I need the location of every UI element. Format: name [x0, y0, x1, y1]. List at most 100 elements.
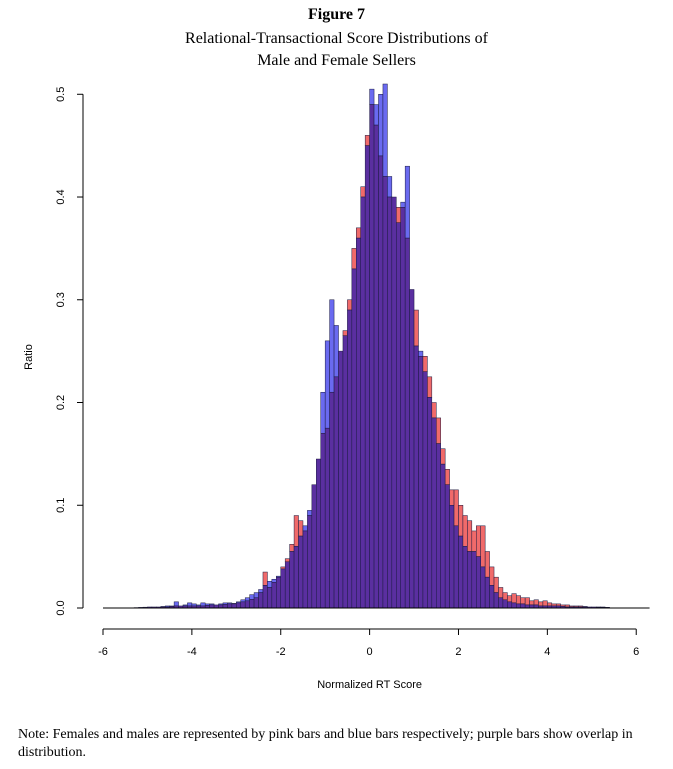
overlap-bar — [364, 145, 370, 609]
female-bar — [489, 566, 495, 586]
overlap-bar — [284, 561, 290, 609]
male-bar — [187, 602, 193, 607]
overlap-bar — [320, 433, 326, 609]
overlap-bar — [511, 602, 517, 609]
overlap-bar — [307, 515, 313, 609]
overlap-bar — [502, 599, 508, 609]
x-tick-label: -6 — [98, 646, 108, 658]
y-axis-label: Ratio — [23, 344, 35, 370]
overlap-bar — [258, 592, 264, 609]
chart-title-line-1: Relational-Transactional Score Distribut… — [185, 30, 488, 47]
male-bar — [373, 104, 379, 126]
overlap-bar — [373, 124, 379, 609]
female-bar — [564, 604, 570, 608]
female-bar — [280, 566, 286, 570]
overlap-bar — [449, 505, 455, 609]
male-bar — [267, 581, 273, 588]
overlap-bar — [462, 546, 468, 609]
female-bar — [458, 505, 464, 537]
chart-title-line-2: Male and Female Sellers — [257, 52, 416, 69]
female-bar — [542, 600, 548, 607]
female-bar — [436, 417, 441, 444]
x-axis-label: Normalized RT Score — [317, 679, 422, 691]
overlap-bar — [480, 566, 486, 609]
overlap-bar — [453, 525, 459, 609]
overlap-bar — [249, 599, 255, 609]
overlap-bar — [276, 576, 281, 609]
overlap-bar — [387, 196, 393, 609]
overlap-bar — [333, 376, 339, 609]
female-bar — [293, 515, 299, 547]
overlap-bar — [493, 592, 499, 609]
female-bar — [467, 520, 473, 552]
y-tick-label: 0.3 — [55, 292, 67, 307]
male-bar — [324, 340, 330, 429]
female-bar — [262, 571, 268, 586]
female-bar — [551, 603, 557, 607]
overlap-bar — [431, 417, 437, 609]
overlap-bar — [231, 603, 237, 609]
overlap-bar — [413, 345, 419, 609]
overlap-bar — [356, 237, 361, 609]
female-bar — [413, 309, 419, 347]
male-bar — [378, 94, 384, 157]
male-bar — [307, 510, 313, 516]
overlap-bar — [444, 484, 450, 609]
y-tick-label: 0.5 — [55, 87, 67, 102]
overlap-bar — [489, 585, 495, 609]
overlap-bar — [329, 391, 335, 609]
overlap-bar — [347, 309, 353, 609]
female-bar — [507, 595, 513, 603]
female-bar — [284, 558, 290, 563]
female-bar — [444, 469, 450, 485]
overlap-bar — [271, 582, 277, 609]
y-tick-label: 0.1 — [55, 498, 67, 513]
female-bar — [547, 602, 553, 607]
overlap-bar — [396, 222, 401, 609]
overlap-bar — [298, 535, 304, 609]
y-tick-label: 0.4 — [55, 189, 67, 204]
male-bar — [244, 597, 250, 602]
overlap-bar — [391, 196, 397, 609]
female-bar — [524, 597, 530, 606]
overlap-bar — [440, 463, 446, 609]
x-axis: -6 -4 -2 0 2 4 6 — [98, 628, 639, 658]
female-bar — [440, 448, 446, 465]
overlap-bar — [302, 530, 308, 609]
y-tick-label: 0.0 — [55, 600, 67, 615]
female-bar — [511, 593, 517, 604]
overlap-bar — [369, 104, 375, 609]
overlap-bar — [471, 551, 477, 609]
overlap-bar — [342, 335, 348, 609]
male-bar — [249, 594, 255, 600]
female-bar — [396, 207, 401, 223]
male-bar — [387, 176, 393, 198]
female-bar — [462, 515, 468, 547]
male-bar — [240, 599, 246, 603]
overlap-bar — [316, 458, 321, 609]
overlap-bar — [404, 237, 410, 609]
female-bar — [480, 525, 486, 568]
overlap-bar — [458, 535, 464, 609]
male-bar — [191, 603, 197, 607]
female-bar — [516, 595, 521, 605]
overlap-bar — [227, 603, 233, 609]
female-bar — [449, 489, 455, 506]
male-bar — [369, 88, 375, 105]
female-bar — [356, 227, 361, 239]
x-tick-label: -2 — [276, 646, 286, 658]
overlap-bar — [484, 576, 490, 609]
overlap-bar — [467, 551, 473, 609]
female-bar — [498, 587, 504, 598]
overlap-bar — [244, 600, 250, 609]
female-bar — [360, 186, 366, 198]
female-bar — [364, 135, 370, 146]
female-bar — [298, 520, 304, 537]
figure-label: Figure 7 — [307, 6, 366, 23]
female-bar — [484, 551, 490, 578]
overlap-bar — [280, 568, 286, 609]
female-bar — [431, 402, 437, 419]
female-bar — [471, 530, 477, 552]
male-bar — [418, 350, 424, 357]
overlap-bar — [476, 556, 481, 609]
